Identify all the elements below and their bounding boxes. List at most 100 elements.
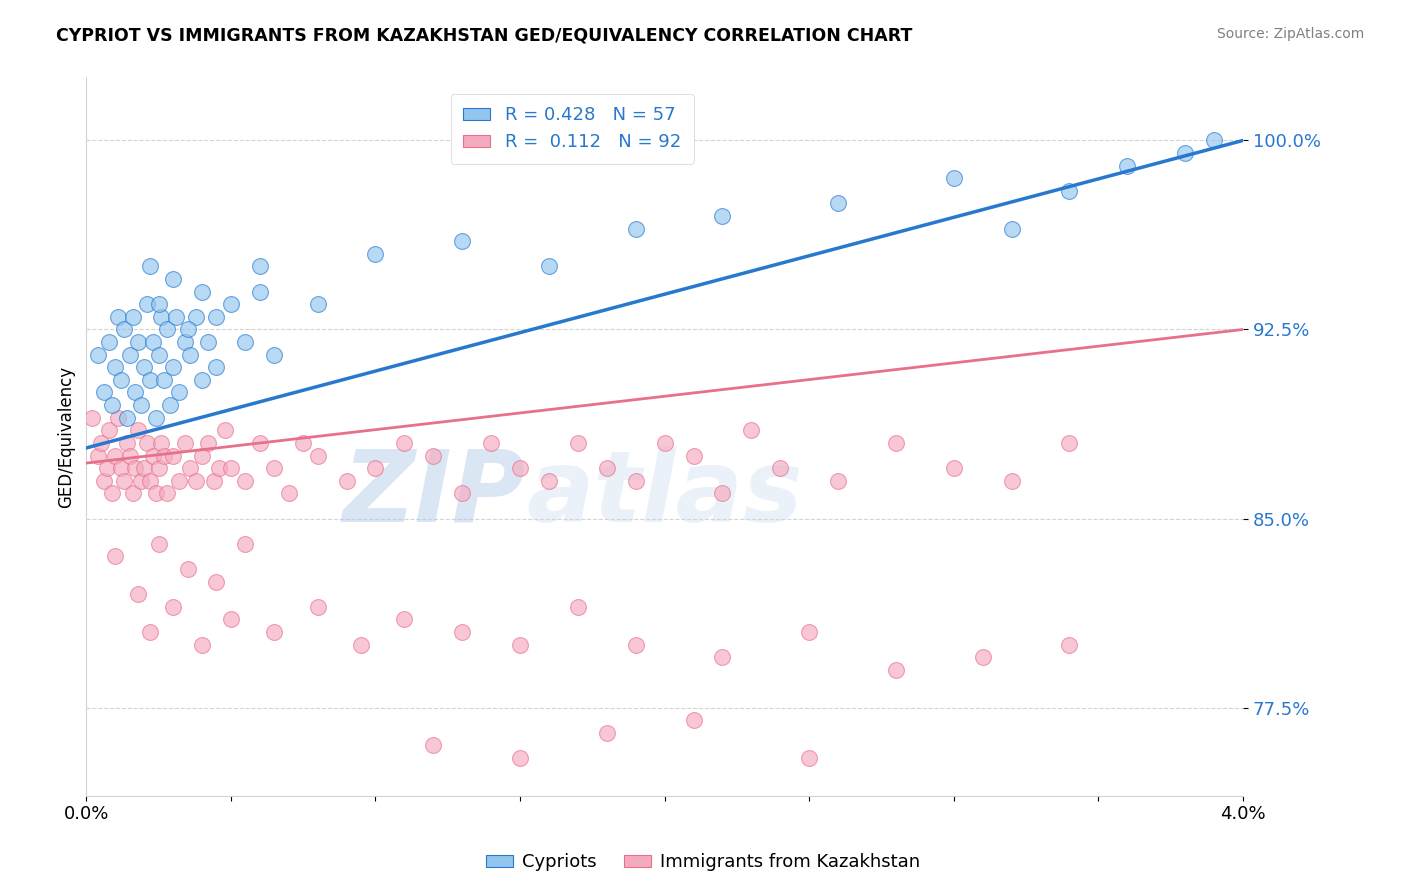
Point (422, 739, 444, 753)
Point (139, 474, 162, 488)
Point (596, 461, 619, 475)
Point (173, 335, 195, 350)
Point (121, 486, 143, 500)
Point (205, 310, 228, 324)
Point (145, 410, 167, 425)
Point (191, 449, 214, 463)
Point (156, 486, 179, 500)
Point (233, 335, 256, 350)
Point (364, 247, 387, 261)
Point (150, 436, 173, 450)
Point (101, 486, 124, 500)
Point (1059, 184, 1081, 198)
Point (682, 449, 704, 463)
Point (156, 322, 179, 336)
Point (90, 436, 112, 450)
Point (249, 260, 271, 274)
Point (80, 410, 103, 425)
Legend: R = 0.428   N = 57, R =  0.112   N = 92: R = 0.428 N = 57, R = 0.112 N = 92 (450, 94, 693, 164)
Point (176, 322, 198, 336)
Point (1202, 133, 1225, 147)
Point (127, 587, 149, 601)
Point (479, 436, 502, 450)
Point (277, 486, 299, 500)
Point (263, 624, 285, 639)
Point (127, 335, 149, 350)
Point (205, 574, 228, 589)
Point (711, 486, 734, 500)
Point (112, 322, 135, 336)
Point (1059, 638, 1081, 652)
Point (567, 436, 589, 450)
Point (827, 474, 849, 488)
Point (167, 385, 190, 400)
Point (307, 449, 329, 463)
Point (98, 335, 121, 350)
Point (451, 234, 474, 248)
Point (214, 423, 236, 437)
Point (98, 423, 121, 437)
Point (219, 612, 242, 626)
Point (139, 373, 162, 387)
Point (827, 196, 849, 211)
Point (624, 221, 647, 235)
Point (205, 360, 228, 375)
Point (134, 360, 156, 375)
Point (567, 599, 589, 614)
Point (263, 461, 285, 475)
Point (115, 410, 138, 425)
Point (711, 650, 734, 665)
Point (1001, 221, 1024, 235)
Point (142, 449, 165, 463)
Point (394, 612, 416, 626)
Point (136, 436, 159, 450)
Text: CYPRIOT VS IMMIGRANTS FROM KAZAKHSTAN GED/EQUIVALENCY CORRELATION CHART: CYPRIOT VS IMMIGRANTS FROM KAZAKHSTAN GE… (56, 27, 912, 45)
Point (93, 385, 115, 400)
Point (233, 537, 256, 551)
Point (165, 310, 187, 324)
Point (1174, 146, 1197, 161)
Point (451, 486, 474, 500)
Point (799, 751, 821, 765)
Point (394, 436, 416, 450)
Point (148, 297, 170, 311)
Point (136, 297, 159, 311)
Point (110, 373, 132, 387)
Point (124, 385, 146, 400)
Point (233, 474, 256, 488)
Point (1059, 436, 1081, 450)
Point (799, 624, 821, 639)
Point (87, 348, 110, 362)
Point (104, 360, 127, 375)
Point (884, 436, 907, 450)
Point (107, 410, 129, 425)
Point (624, 474, 647, 488)
Point (148, 461, 170, 475)
Point (249, 285, 271, 299)
Point (249, 436, 271, 450)
Point (202, 474, 225, 488)
Point (422, 449, 444, 463)
Point (682, 713, 704, 727)
Point (107, 310, 129, 324)
Legend: Cypriots, Immigrants from Kazakhstan: Cypriots, Immigrants from Kazakhstan (479, 847, 927, 879)
Point (162, 272, 184, 286)
Y-axis label: GED/Equivalency: GED/Equivalency (58, 366, 75, 508)
Point (451, 624, 474, 639)
Point (148, 537, 170, 551)
Point (145, 486, 167, 500)
Point (596, 725, 619, 739)
Point (537, 474, 560, 488)
Point (162, 360, 184, 375)
Point (104, 449, 127, 463)
Point (127, 423, 149, 437)
Point (191, 285, 214, 299)
Point (179, 348, 201, 362)
Point (142, 335, 165, 350)
Point (769, 461, 792, 475)
Point (509, 461, 531, 475)
Point (139, 624, 162, 639)
Point (186, 474, 208, 488)
Point (118, 449, 141, 463)
Point (335, 474, 357, 488)
